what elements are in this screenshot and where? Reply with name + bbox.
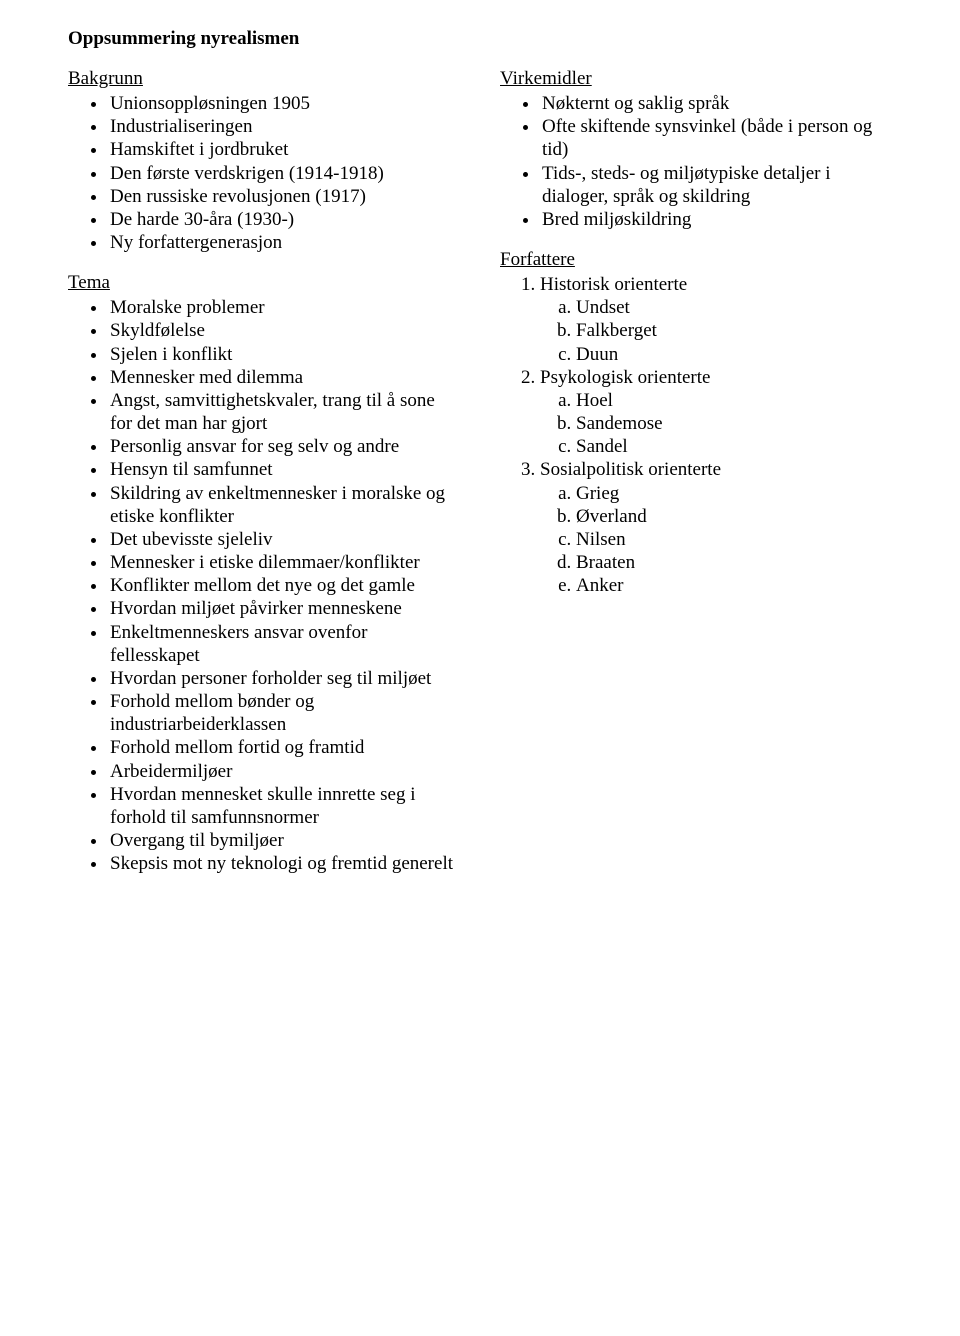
list-item: Industrialiseringen (108, 115, 460, 138)
forfattere-list: Historisk orienterte Undset Falkberget D… (500, 273, 892, 597)
left-column: Bakgrunn Unionsoppløsningen 1905 Industr… (68, 68, 460, 876)
forfattere-heading: Forfattere (500, 249, 892, 271)
group-label: Sosialpolitisk orienterte (540, 459, 721, 480)
right-column: Virkemidler Nøkternt og saklig språk Oft… (500, 68, 892, 876)
list-item: Bred miljøskildring (540, 208, 892, 231)
list-item: Falkberget (576, 319, 892, 342)
list-item: Forhold mellom fortid og framtid (108, 736, 460, 759)
list-item: Overgang til bymiljøer (108, 829, 460, 852)
virkemidler-heading: Virkemidler (500, 68, 892, 90)
virkemidler-list: Nøkternt og saklig språk Ofte skiftende … (500, 92, 892, 231)
list-item: Skildring av enkeltmennesker i moralske … (108, 482, 460, 528)
list-item: Enkeltmenneskers ansvar ovenfor fellessk… (108, 621, 460, 667)
list-item: Hoel (576, 389, 892, 412)
group-sublist: Hoel Sandemose Sandel (540, 389, 892, 459)
list-item: Hvordan personer forholder seg til miljø… (108, 667, 460, 690)
forfattere-group: Sosialpolitisk orienterte Grieg Øverland… (540, 458, 892, 597)
list-item: Ny forfattergenerasjon (108, 231, 460, 254)
group-label: Psykologisk orienterte (540, 367, 710, 388)
list-item: Ofte skiftende synsvinkel (både i person… (540, 115, 892, 161)
list-item: Tids-, steds- og miljøtypiske detaljer i… (540, 162, 892, 208)
columns: Bakgrunn Unionsoppløsningen 1905 Industr… (68, 68, 892, 876)
list-item: Nøkternt og saklig språk (540, 92, 892, 115)
list-item: Hensyn til samfunnet (108, 458, 460, 481)
tema-list: Moralske problemer Skyldfølelse Sjelen i… (68, 296, 460, 875)
list-item: Braaten (576, 551, 892, 574)
list-item: Sandel (576, 435, 892, 458)
list-item: Hvordan miljøet påvirker menneskene (108, 597, 460, 620)
list-item: Den russiske revolusjonen (1917) (108, 185, 460, 208)
list-item: Hamskiftet i jordbruket (108, 138, 460, 161)
group-sublist: Undset Falkberget Duun (540, 296, 892, 366)
list-item: Grieg (576, 482, 892, 505)
list-item: Sjelen i konflikt (108, 343, 460, 366)
list-item: Arbeidermiljøer (108, 760, 460, 783)
list-item: Forhold mellom bønder og industriarbeide… (108, 690, 460, 736)
list-item: De harde 30-åra (1930-) (108, 208, 460, 231)
forfattere-group: Psykologisk orienterte Hoel Sandemose Sa… (540, 366, 892, 459)
list-item: Moralske problemer (108, 296, 460, 319)
list-item: Konflikter mellom det nye og det gamle (108, 574, 460, 597)
list-item: Undset (576, 296, 892, 319)
list-item: Sandemose (576, 412, 892, 435)
bakgrunn-list: Unionsoppløsningen 1905 Industrialiserin… (68, 92, 460, 254)
list-item: Duun (576, 343, 892, 366)
list-item: Skyldfølelse (108, 319, 460, 342)
list-item: Mennesker med dilemma (108, 366, 460, 389)
document-page: Oppsummering nyrealismen Bakgrunn Unions… (0, 0, 960, 916)
group-label: Historisk orienterte (540, 274, 687, 295)
list-item: Det ubevisste sjeleliv (108, 528, 460, 551)
list-item: Unionsoppløsningen 1905 (108, 92, 460, 115)
list-item: Hvordan mennesket skulle innrette seg i … (108, 783, 460, 829)
tema-heading: Tema (68, 272, 460, 294)
page-title: Oppsummering nyrealismen (68, 28, 892, 50)
bakgrunn-heading: Bakgrunn (68, 68, 460, 90)
list-item: Nilsen (576, 528, 892, 551)
list-item: Anker (576, 574, 892, 597)
forfattere-group: Historisk orienterte Undset Falkberget D… (540, 273, 892, 366)
list-item: Den første verdskrigen (1914-1918) (108, 162, 460, 185)
list-item: Mennesker i etiske dilemmaer/konflikter (108, 551, 460, 574)
list-item: Angst, samvittighetskvaler, trang til å … (108, 389, 460, 435)
list-item: Personlig ansvar for seg selv og andre (108, 435, 460, 458)
list-item: Øverland (576, 505, 892, 528)
group-sublist: Grieg Øverland Nilsen Braaten Anker (540, 482, 892, 598)
list-item: Skepsis mot ny teknologi og fremtid gene… (108, 852, 460, 875)
